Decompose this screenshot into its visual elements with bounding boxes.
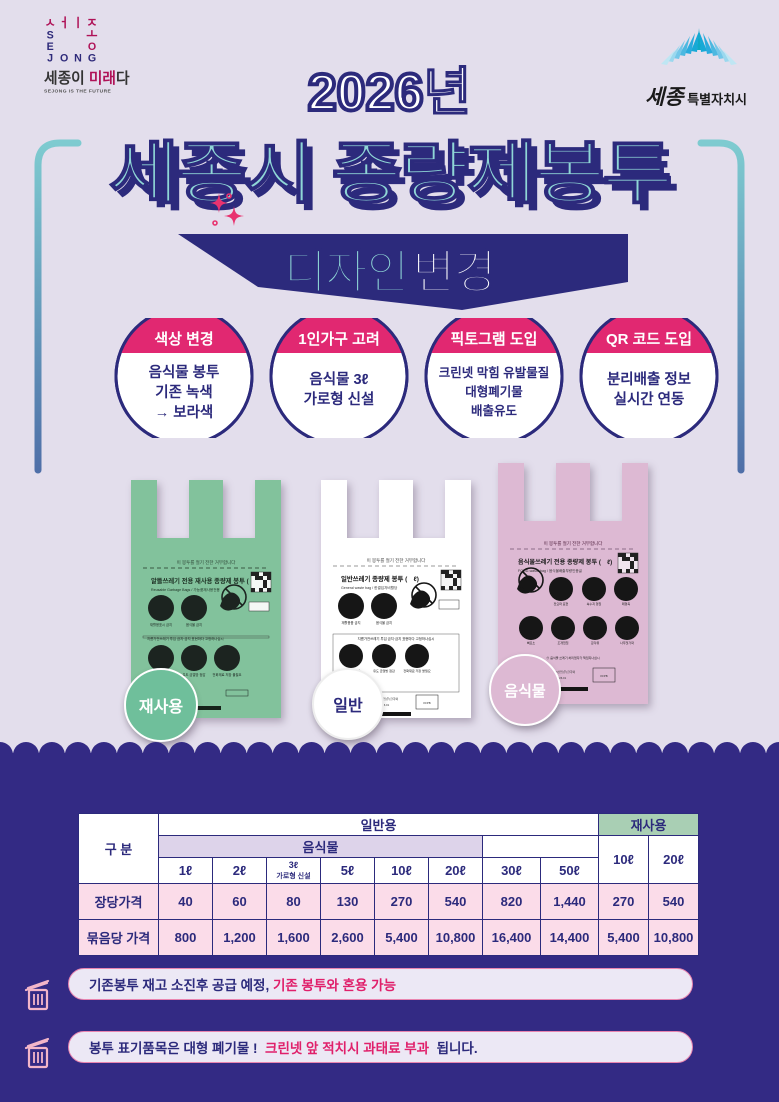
svg-text:이 봉투를 절기 전한 거부합니다: 이 봉투를 절기 전한 거부합니다 (544, 540, 604, 547)
svg-text:조개껍질: 조개껍질 (557, 640, 568, 645)
svg-text:음식물 금지: 음식물 금지 (376, 620, 392, 625)
svg-text:전요파 표현: 전요파 표현 (554, 601, 569, 606)
svg-text:General waste bag / 한결입자비활당: General waste bag / 한결입자비활당 (341, 585, 398, 590)
svg-text:재활용품 금지: 재활용품 금지 (341, 620, 360, 625)
svg-text:유도 금열방 점감: 유도 금열방 점감 (373, 668, 395, 673)
svg-text:패형옥: 패형옥 (622, 601, 631, 606)
svg-text:나무젓가락: 나무젓가락 (620, 640, 634, 645)
svg-text:지름가전쓰레기 투입 금지·금지 표현마다 고정하나십시: 지름가전쓰레기 투입 금지·금지 표현마다 고정하나십시 (358, 636, 435, 641)
svg-text:뼈요소: 뼈요소 (527, 640, 536, 645)
svg-text:⊙ 음식물 쓰레기 처리업자가 책임지나십시: ⊙ 음식물 쓰레기 처리업자가 책임지나십시 (546, 655, 599, 660)
svg-text:KFPB: KFPB (423, 701, 430, 705)
svg-text:이 봉투를 절기 전한 거부합니다: 이 봉투를 절기 전한 거부합니다 (367, 557, 427, 564)
svg-text:알뜰쓰레기 전용 재사용 종량제 봉투 ( ℓ): 알뜰쓰레기 전용 재사용 종량제 봉투 ( ℓ) (151, 576, 260, 585)
svg-text:유도 금열방 점감: 유도 금열방 점감 (182, 672, 205, 677)
svg-text:갑각류: 갑각류 (591, 640, 600, 645)
svg-text:이 봉투를 절기 전한 거부합니다: 이 봉투를 절기 전한 거부합니다 (177, 559, 237, 566)
svg-text:속수지 형질: 속수지 형질 (587, 601, 602, 606)
svg-text:전화재료 저장 불필요: 전화재료 저장 불필요 (212, 672, 241, 677)
svg-text:전화재료 저장 불필요: 전화재료 저장 불필요 (403, 668, 430, 673)
svg-text:음식물 금지: 음식물 금지 (186, 622, 202, 627)
svg-text:일반쓰레기 종량제 봉투 ( ℓ): 일반쓰레기 종량제 봉투 ( ℓ) (341, 574, 419, 583)
svg-text:KFPB: KFPB (600, 674, 607, 678)
svg-text:음식물쓰레기 전용 종량제 봉투 ( ℓ): 음식물쓰레기 전용 종량제 봉투 ( ℓ) (518, 558, 612, 566)
svg-text:지름가전쓰레기 투입 금지·금지 표현마다 고정하나십시: 지름가전쓰레기 투입 금지·금지 표현마다 고정하나십시 (147, 636, 224, 641)
svg-text:재활용표시 금지: 재활용표시 금지 (150, 622, 172, 627)
svg-text:Reusable Garbage Bags / 가능품재사용: Reusable Garbage Bags / 가능품재사용전용 (151, 587, 220, 592)
